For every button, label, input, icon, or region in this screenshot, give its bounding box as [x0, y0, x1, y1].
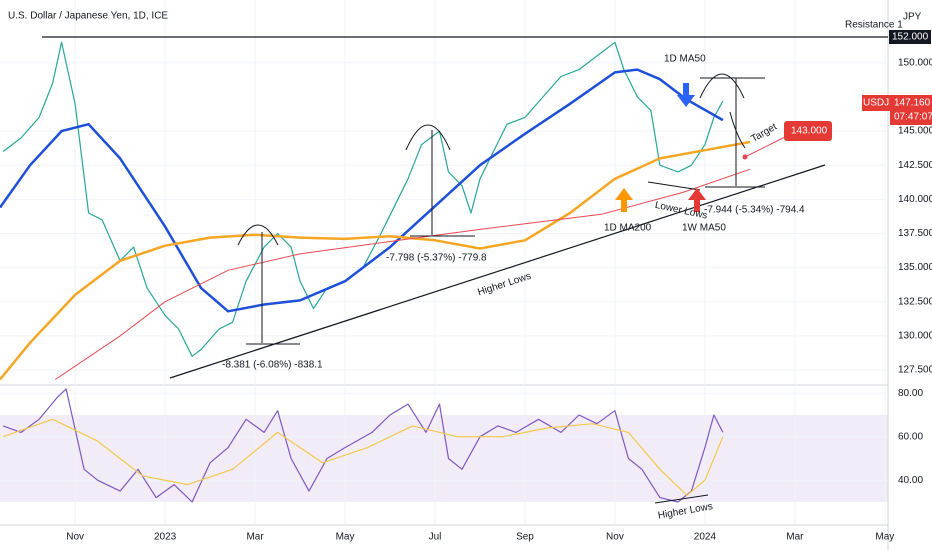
- ma-label: 1W MA50: [682, 223, 726, 234]
- arrow-up: [615, 188, 633, 212]
- countdown: 07:47:07: [894, 112, 932, 123]
- price-tag: [890, 95, 932, 125]
- series-line: [55, 168, 751, 380]
- measure-label: -7.944 (-5.34%) -794.4: [704, 205, 805, 216]
- y-tick-label: 140.000: [898, 194, 932, 205]
- y-tick-label: 150.000: [898, 57, 932, 68]
- symbol-label: USDJPY: [863, 98, 903, 109]
- lower-lows-line: [647, 181, 701, 191]
- y-tick-label: 127.500: [898, 365, 932, 376]
- x-tick-label: Mar: [786, 532, 804, 543]
- y-tick-label: 137.500: [898, 228, 932, 239]
- target-value: 143.000: [791, 126, 828, 137]
- target-dot: [742, 154, 748, 160]
- resistance-tag: [889, 30, 931, 44]
- x-tick-label: Nov: [66, 532, 84, 543]
- rsi-trend-line: [654, 494, 709, 504]
- resistance-label: Resistance 1: [845, 20, 903, 31]
- top-arc: [405, 124, 451, 151]
- y-tick-label: 80.00: [898, 388, 923, 399]
- y-tick-label: 142.500: [898, 160, 932, 171]
- trend-line: [169, 164, 826, 379]
- arrow-up: [688, 188, 706, 212]
- x-tick-label: 2023: [154, 532, 177, 543]
- x-tick-label: May: [336, 532, 355, 543]
- y-tick-label: 132.500: [898, 296, 932, 307]
- target-tag: [784, 121, 832, 141]
- series-line: [2, 418, 724, 496]
- arrow-down: [677, 83, 695, 107]
- top-arc: [699, 73, 745, 99]
- x-tick-label: 2024: [694, 532, 717, 543]
- x-tick-label: Jul: [429, 532, 442, 543]
- last-price: 147.160: [894, 98, 931, 109]
- x-tick-label: Nov: [606, 532, 624, 543]
- currency: JPY: [903, 12, 922, 23]
- x-tick-label: Sep: [516, 532, 534, 543]
- series-line: [0, 140, 751, 381]
- y-tick-label: 130.000: [898, 330, 932, 341]
- chart-title: U.S. Dollar / Japanese Yen, 1D, ICE: [8, 11, 168, 22]
- ma-label: 1D MA200: [604, 223, 652, 234]
- y-tick-label: 135.000: [898, 262, 932, 273]
- y-tick-label: 60.00: [898, 431, 923, 442]
- target-arrow: [729, 111, 746, 149]
- resistance-value: 152.000: [892, 32, 929, 43]
- y-tick-label: 145.000: [898, 126, 932, 137]
- symbol-tag: [862, 95, 890, 111]
- x-tick-label: May: [875, 532, 894, 543]
- series-line: [2, 388, 724, 503]
- top-arc: [237, 224, 279, 246]
- y-tick-label: 40.00: [898, 475, 923, 486]
- x-tick-label: Mar: [246, 532, 264, 543]
- measure-label: -8.381 (-6.08%) -838.1: [222, 360, 323, 371]
- target-line: [744, 136, 786, 158]
- series-line: [0, 68, 724, 313]
- ma-label: 1D MA50: [664, 54, 706, 65]
- measure-label: -7.798 (-5.37%) -779.8: [386, 253, 487, 264]
- series-line: [2, 41, 724, 357]
